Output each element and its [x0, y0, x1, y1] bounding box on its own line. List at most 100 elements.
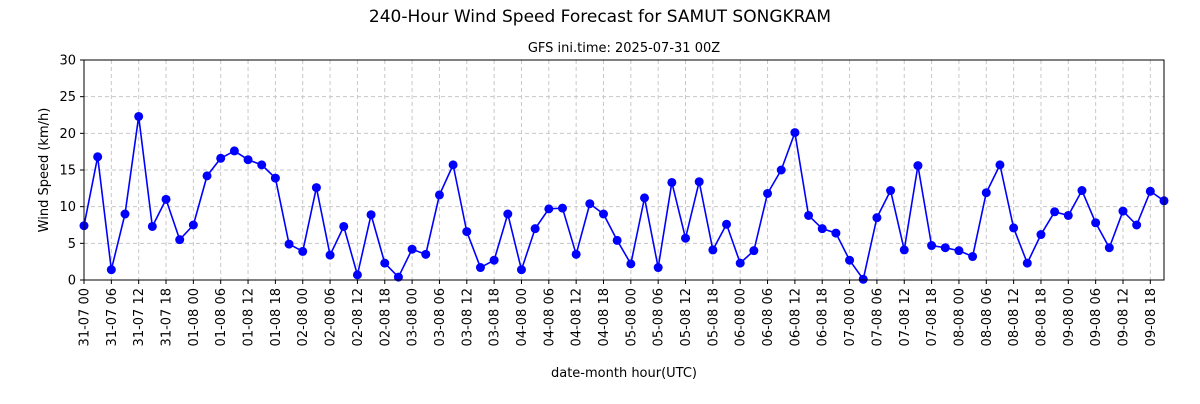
- x-tick-label: 31-07 06: [105, 288, 120, 346]
- x-tick-label: 07-08 12: [898, 288, 913, 346]
- x-tick-label: 09-08 00: [1062, 288, 1077, 346]
- x-tick-label: 02-08 12: [351, 288, 366, 346]
- x-tick-label: 02-08 06: [324, 288, 339, 346]
- data-point: [817, 224, 827, 234]
- data-point: [1077, 186, 1087, 196]
- x-tick-label: 31-07 18: [160, 288, 175, 346]
- data-point: [981, 188, 991, 198]
- data-point: [858, 274, 868, 284]
- x-tick-label: 05-08 00: [624, 288, 639, 346]
- x-axis: 31-07 00 31-07 06 31-07 12 31-07 18 01-08 00…: [78, 280, 1159, 346]
- data-point: [804, 210, 814, 220]
- x-tick-label: 04-08 00: [515, 288, 530, 346]
- x-tick-label: 04-08 12: [570, 288, 585, 346]
- x-tick-label: 07-08 00: [843, 288, 858, 346]
- series-layer: [79, 111, 1169, 284]
- data-point: [667, 177, 677, 187]
- data-point: [681, 233, 691, 243]
- x-tick-label: 03-08 06: [433, 288, 448, 346]
- data-point: [722, 219, 732, 229]
- data-point: [845, 255, 855, 265]
- data-point: [1036, 230, 1046, 240]
- data-point: [1022, 258, 1032, 268]
- data-point: [653, 263, 663, 273]
- data-point: [284, 239, 294, 249]
- data-point: [311, 183, 321, 193]
- data-point: [872, 213, 882, 223]
- data-point: [1063, 210, 1073, 220]
- x-tick-label: 02-08 18: [378, 288, 393, 346]
- data-point: [380, 258, 390, 268]
- x-tick-label: 09-08 12: [1116, 288, 1131, 346]
- data-point: [188, 220, 198, 230]
- data-point: [790, 128, 800, 138]
- x-tick-label: 09-08 18: [1144, 288, 1159, 346]
- y-axis-label: Wind Speed (km/h): [37, 108, 52, 233]
- series-line: [83, 115, 1165, 281]
- data-point: [1145, 186, 1155, 196]
- data-point: [298, 246, 308, 256]
- data-point: [694, 177, 704, 187]
- x-tick-label: 01-08 18: [269, 288, 284, 346]
- data-point: [325, 250, 335, 260]
- data-point: [585, 199, 595, 209]
- data-point: [1050, 207, 1060, 217]
- data-point: [530, 224, 540, 234]
- x-tick-label: 01-08 12: [242, 288, 257, 346]
- x-tick-label: 01-08 00: [187, 288, 202, 346]
- data-point: [763, 188, 773, 198]
- x-axis-label: date-month hour(UTC): [551, 366, 697, 381]
- data-point: [886, 186, 896, 196]
- x-tick-label: 05-08 06: [652, 288, 667, 346]
- data-point: [257, 160, 267, 170]
- data-point: [475, 263, 485, 273]
- data-point: [557, 203, 567, 213]
- data-point: [134, 111, 144, 121]
- data-point: [161, 194, 171, 204]
- data-point: [899, 245, 909, 255]
- data-point: [366, 210, 376, 220]
- x-tick-label: 05-08 18: [706, 288, 721, 346]
- x-tick-label: 08-08 00: [952, 288, 967, 346]
- data-point: [913, 161, 923, 171]
- data-point: [243, 155, 253, 165]
- x-tick-label: 04-08 06: [542, 288, 557, 346]
- data-point: [352, 270, 362, 280]
- x-tick-label: 03-08 18: [488, 288, 503, 346]
- chart-title: 240-Hour Wind Speed Forecast for SAMUT S…: [369, 7, 831, 27]
- data-point: [462, 227, 472, 237]
- data-point: [598, 209, 608, 219]
- data-point: [516, 265, 526, 275]
- data-point: [1091, 218, 1101, 228]
- data-point: [489, 255, 499, 265]
- data-point: [571, 249, 581, 259]
- data-point: [120, 209, 130, 219]
- x-tick-label: 07-08 18: [925, 288, 940, 346]
- x-tick-label: 03-08 12: [460, 288, 475, 346]
- x-tick-label: 08-08 12: [1007, 288, 1022, 346]
- data-point: [1009, 223, 1019, 233]
- x-tick-label: 31-07 12: [132, 288, 147, 346]
- data-point: [995, 160, 1005, 170]
- data-point: [640, 193, 650, 203]
- data-point: [1118, 206, 1128, 216]
- data-point: [216, 153, 226, 163]
- data-point: [393, 272, 403, 282]
- data-point: [421, 249, 431, 259]
- data-point: [339, 221, 349, 231]
- data-point: [503, 209, 513, 219]
- x-tick-label: 06-08 18: [816, 288, 831, 346]
- data-point: [1104, 243, 1114, 253]
- data-point: [229, 146, 239, 156]
- grid: [83, 59, 1164, 281]
- y-tick-label: 0: [68, 274, 76, 289]
- y-tick-label: 15: [59, 164, 76, 179]
- data-point: [968, 252, 978, 262]
- data-point: [612, 235, 622, 245]
- x-tick-label: 08-08 06: [980, 288, 995, 346]
- x-tick-label: 31-07 00: [78, 288, 93, 346]
- data-point: [544, 204, 554, 214]
- data-point: [270, 173, 280, 183]
- data-point: [940, 243, 950, 253]
